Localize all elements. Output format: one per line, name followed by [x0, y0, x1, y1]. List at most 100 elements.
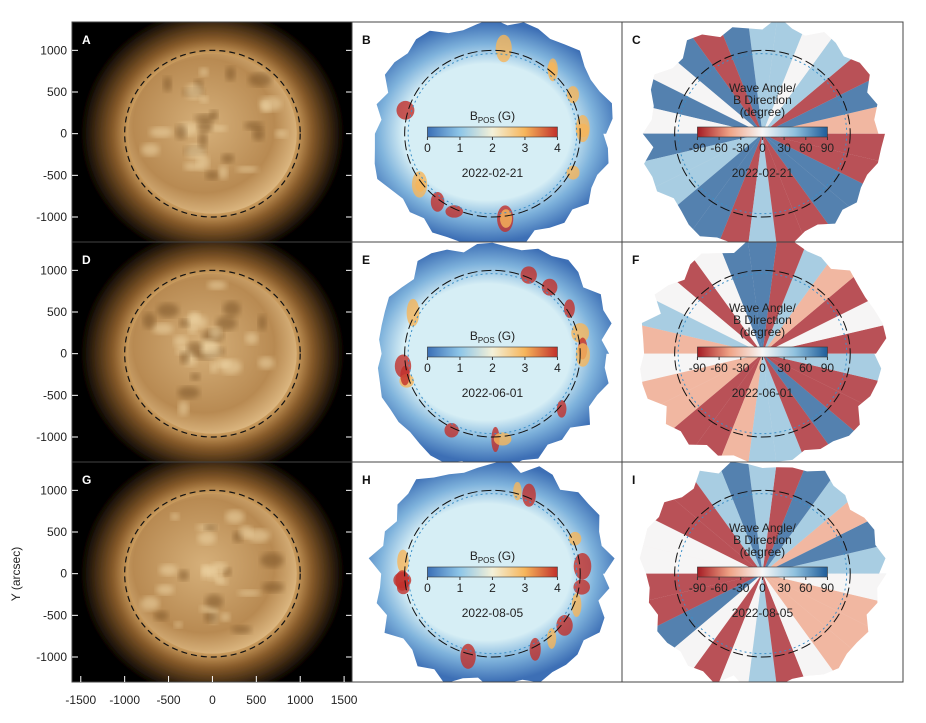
active-region — [222, 301, 241, 317]
strong-field — [573, 579, 591, 595]
active-region — [178, 569, 189, 581]
active-region — [209, 326, 222, 339]
strong-field — [495, 34, 512, 63]
colorbar-title-sub: POS — [478, 336, 495, 345]
strong-field — [571, 593, 582, 617]
colorbar-title: BPOS (G) — [470, 109, 515, 125]
angle-sector — [682, 462, 763, 574]
panel-letter: E — [362, 253, 370, 267]
strong-field — [522, 483, 536, 507]
active-region — [174, 621, 183, 629]
colorbar-tick-label: -90 — [689, 141, 707, 155]
limb-circle — [674, 269, 851, 438]
x-tick-label: -1000 — [109, 693, 140, 707]
angle-sector — [762, 353, 887, 443]
active-region — [216, 316, 237, 331]
active-region — [231, 625, 252, 634]
panel-image — [622, 462, 903, 682]
angle-sector — [762, 573, 868, 682]
colorbar — [697, 346, 828, 358]
angle-sector — [762, 265, 887, 354]
angle-sector — [640, 265, 763, 354]
angle-sector — [639, 485, 763, 574]
angle-sector — [745, 353, 780, 462]
angle-sector — [762, 573, 887, 606]
strong-field — [575, 343, 590, 367]
angle-sector — [682, 242, 763, 354]
angle-sector — [712, 573, 763, 682]
date-label: 2022-08-05 — [732, 606, 794, 620]
angle-sector — [762, 541, 887, 574]
angle-sector — [762, 242, 843, 354]
angle-sector — [640, 291, 763, 354]
angle-sector — [762, 573, 813, 682]
date-label: 2022-06-01 — [462, 386, 524, 400]
y-tick-label: 1000 — [40, 43, 67, 57]
panel-image — [352, 22, 622, 242]
active-region — [205, 170, 219, 180]
angle-sector — [762, 242, 813, 354]
colorbar-title-base: B — [470, 109, 478, 123]
strong-field — [397, 549, 409, 574]
active-region — [197, 120, 213, 133]
strong-field — [445, 205, 464, 218]
angle-sector — [712, 353, 763, 462]
colorbar-tick-label: -90 — [689, 581, 707, 595]
strong-field — [415, 178, 425, 192]
angle-sector — [639, 573, 763, 636]
colorbar-title: Wave Angle/ — [729, 301, 797, 315]
active-region — [154, 610, 169, 621]
angle-sector — [745, 22, 780, 134]
strong-field — [430, 192, 445, 212]
colorbar-tick-label: 0 — [759, 361, 766, 375]
colorbar-title: (degree) — [740, 545, 785, 559]
colorbar-tick-label: 4 — [554, 581, 561, 595]
y-tick-label: 1000 — [40, 483, 67, 497]
angle-sector — [712, 462, 763, 574]
colorbar-tick-label: 2 — [489, 361, 496, 375]
active-region — [159, 564, 178, 576]
panel-letter: I — [632, 473, 635, 487]
y-tick-label: -500 — [43, 168, 67, 182]
colorbar-title-unit: (G) — [498, 329, 515, 343]
x-tick-label: 500 — [246, 693, 266, 707]
panel-image — [72, 462, 352, 682]
strong-field — [500, 209, 512, 228]
angle-sector — [642, 133, 763, 196]
x-tick-label: 0 — [209, 693, 216, 707]
y-tick-label: -500 — [43, 608, 67, 622]
angle-sector — [745, 573, 780, 682]
panel-letter: B — [362, 33, 371, 47]
y-axis-label: Y (arcsec) — [9, 547, 23, 601]
colorbar-title-unit: (G) — [498, 549, 515, 563]
x-tick-label: -1500 — [65, 693, 96, 707]
colorbar-title: (degree) — [740, 325, 785, 339]
colorbar-tick-label: 1 — [457, 581, 464, 595]
angle-sector — [762, 133, 885, 166]
angle-sector — [639, 573, 763, 663]
occulter-circle — [677, 53, 848, 215]
panel-letter: D — [82, 253, 91, 267]
colorbar-tick-label: 1 — [457, 141, 464, 155]
strong-field — [556, 615, 573, 636]
angle-sector — [639, 573, 763, 606]
active-region — [173, 335, 188, 347]
active-region — [221, 153, 235, 164]
date-label: 2022-02-21 — [462, 166, 524, 180]
angle-sector — [640, 353, 763, 416]
limb-circle — [404, 269, 581, 438]
strong-field — [566, 165, 580, 180]
angle-sector — [762, 101, 885, 134]
active-region — [216, 578, 229, 585]
angle-sector — [657, 573, 763, 682]
strong-field — [568, 531, 582, 546]
occulter-circle — [407, 53, 578, 215]
colorbar-tick-label: -60 — [710, 581, 728, 595]
active-region — [204, 611, 218, 623]
angle-sector — [745, 242, 780, 354]
active-region — [239, 525, 253, 539]
occulter-circle — [407, 493, 578, 655]
strong-field — [513, 482, 522, 501]
colorbar-title-sub: POS — [478, 556, 495, 565]
y-tick-label: -1000 — [36, 650, 67, 664]
